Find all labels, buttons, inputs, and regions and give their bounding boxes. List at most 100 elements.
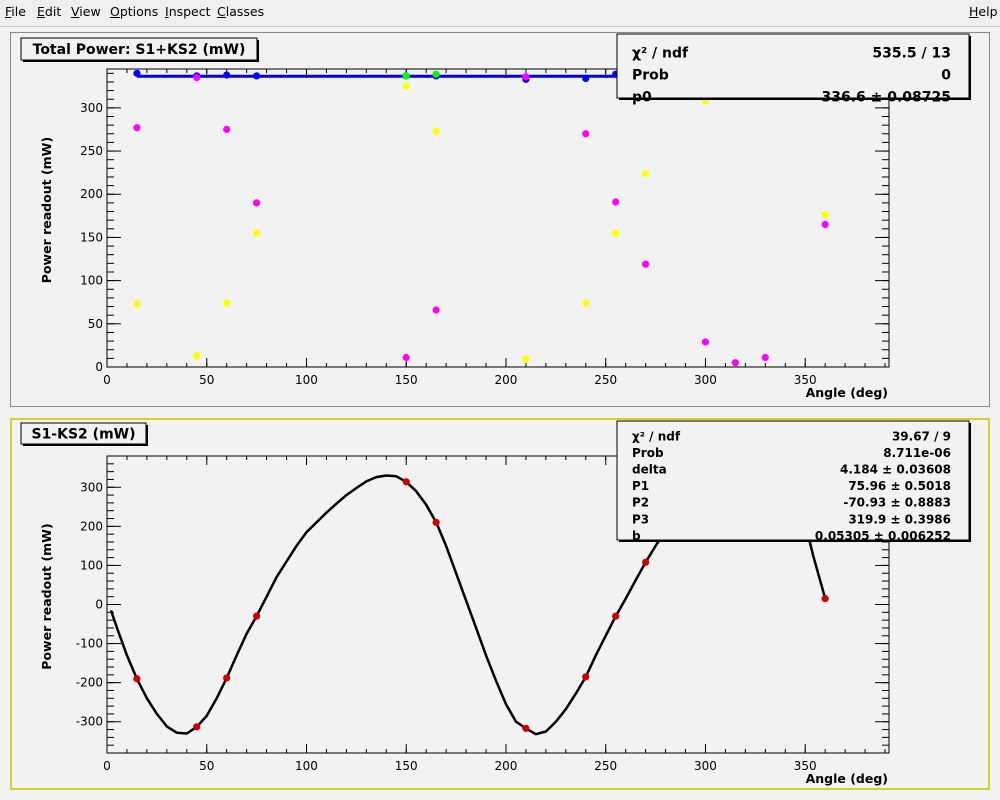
chart2-y-tick-label: 300 (80, 480, 103, 494)
chart1-x-tick-label: 50 (199, 373, 214, 387)
chart1-stats-value: 535.5 / 13 (872, 46, 951, 62)
chart1-series-yellow-point (432, 127, 440, 135)
chart2-fit-curve (109, 474, 687, 736)
chart1-series-magenta-point (432, 306, 440, 314)
chart1-stats-label: p0 (632, 90, 652, 106)
menu-help[interactable]: Help (969, 4, 998, 19)
menu-view[interactable]: View (71, 4, 101, 19)
chart1-series-magenta-point (701, 338, 710, 346)
chart1-x-axis-label: Angle (deg) (806, 385, 888, 400)
chart1-series-magenta-point (612, 198, 620, 206)
chart2-stats-value: 39.67 / 9 (892, 429, 951, 443)
chart1-y-tick-label: 300 (80, 101, 103, 115)
chart1-series-magenta-point (402, 353, 410, 362)
chart1-y-tick-label: 150 (80, 230, 103, 244)
chart1-x-tick-label: 200 (495, 373, 518, 387)
chart2-series-red-point (821, 595, 829, 603)
chart1-series-magenta-point (253, 199, 261, 207)
chart2-stats-value: -70.93 ± 0.8883 (843, 496, 951, 510)
chart2-x-axis-label: Angle (deg) (806, 771, 888, 786)
chart2-title: S1-KS2 (mW) (31, 427, 135, 443)
chart2-series-red-point (193, 723, 201, 731)
chart2-series-red-point (223, 674, 231, 682)
chart2-stats-value: 0.05305 ± 0.006252 (815, 529, 951, 543)
chart1-series-yellow-point (522, 355, 530, 363)
chart1-frame (106, 68, 890, 368)
chart2-series-red-point (612, 612, 620, 620)
chart1-y-tick-label: 50 (88, 317, 103, 331)
menu-classes[interactable]: Classes (217, 4, 265, 19)
chart1-series-magenta-point (223, 125, 231, 134)
chart1-series-blue-point (253, 72, 261, 80)
chart2-stats-label: Prob (632, 446, 664, 460)
chart1-y-tick-label: 0 (95, 360, 103, 374)
chart2-x-tick-label: 300 (694, 759, 717, 773)
chart2-y-tick-label: -100 (76, 637, 103, 651)
chart2-series-red-point (253, 612, 261, 620)
chart2-stats-label: χ² / ndf (632, 429, 681, 443)
chart2-stats-value: 75.96 ± 0.5018 (848, 479, 951, 493)
chart1-x-tick-label: 0 (103, 373, 111, 387)
chart1-y-tick-label: 100 (80, 274, 103, 288)
menu-options[interactable]: Options (110, 4, 159, 19)
chart2-stats-label: delta (632, 462, 667, 476)
chart2-y-tick-label: -200 (76, 676, 103, 690)
chart2-stats-label: P2 (632, 496, 649, 510)
chart1-series-blue-point (133, 69, 141, 77)
chart1-series-magenta-point (761, 353, 769, 362)
chart1-stats-box (616, 33, 970, 99)
chart1-series-green-point (432, 70, 440, 78)
chart1-series-magenta-point (133, 124, 141, 132)
chart1-x-tick-label: 350 (794, 373, 817, 387)
chart1-series-yellow-point (582, 299, 590, 307)
chart1-series-yellow-point (253, 229, 261, 237)
chart2-x-tick-label: 200 (495, 759, 518, 773)
chart1-series-yellow-point (642, 169, 650, 178)
menu-inspect[interactable]: Inspect (165, 4, 211, 19)
chart2-y-tick-label: -300 (76, 715, 103, 729)
chart1-y-tick-label: 200 (80, 187, 103, 201)
chart2-x-tick-label: 350 (794, 759, 817, 773)
menu-file[interactable]: File (5, 4, 26, 19)
chart1-series-yellow-point (223, 299, 231, 307)
chart1-y-tick-label: 250 (80, 144, 103, 158)
chart1-series-yellow-point (402, 82, 410, 90)
chart1-x-tick-label: 100 (295, 373, 318, 387)
chart1-series-magenta-point (731, 359, 739, 367)
chart1-series-yellow-point (612, 229, 620, 237)
chart1-title: Total Power: S1+KS2 (mW) (33, 42, 246, 58)
menu-edit[interactable]: Edit (37, 4, 62, 19)
menu-bar: File Edit View Options Inspect Classes H… (0, 0, 1000, 27)
chart1-series-magenta-point (193, 74, 201, 82)
chart1-stats-value: 0 (941, 68, 951, 84)
chart2-stats-value: 4.184 ± 0.03608 (840, 462, 951, 476)
chart2-series-red-point (582, 673, 590, 681)
chart2-x-tick-label: 50 (199, 759, 214, 773)
chart2-stats-value: 8.711e-06 (883, 446, 951, 460)
chart2-x-tick-label: 150 (395, 759, 418, 773)
chart1-series-magenta-point (582, 130, 590, 138)
chart2-x-tick-label: 100 (295, 759, 318, 773)
chart1-series-yellow-point (133, 300, 141, 308)
chart2-y-tick-label: 0 (95, 598, 103, 612)
chart1-x-tick-label: 300 (694, 373, 717, 387)
chart1-series-blue-point (582, 74, 590, 83)
chart2-stats-label: P1 (632, 479, 649, 493)
chart2-y-tick-label: 200 (80, 519, 103, 533)
chart2-x-tick-label: 0 (103, 759, 111, 773)
chart1-series-magenta-point (522, 73, 530, 81)
chart2-series-red-point (432, 518, 440, 527)
chart2-series-red-point (133, 675, 141, 683)
chart1-series-magenta-point (642, 260, 650, 268)
chart2-stats-value: 319.9 ± 0.3986 (848, 512, 951, 526)
chart1-stats-label: χ² / ndf (632, 46, 689, 62)
chart2-series-red-point (402, 478, 410, 486)
chart2-title-box (20, 422, 147, 445)
chart2-x-tick-label: 250 (594, 759, 617, 773)
chart1-series-yellow-point (193, 352, 201, 360)
chart1-series-yellow-point (821, 211, 829, 219)
chart1-series-blue-point (223, 71, 231, 79)
chart2-stats-label: P3 (632, 512, 649, 526)
chart1-y-axis-label: Power readout (mW) (39, 137, 54, 283)
